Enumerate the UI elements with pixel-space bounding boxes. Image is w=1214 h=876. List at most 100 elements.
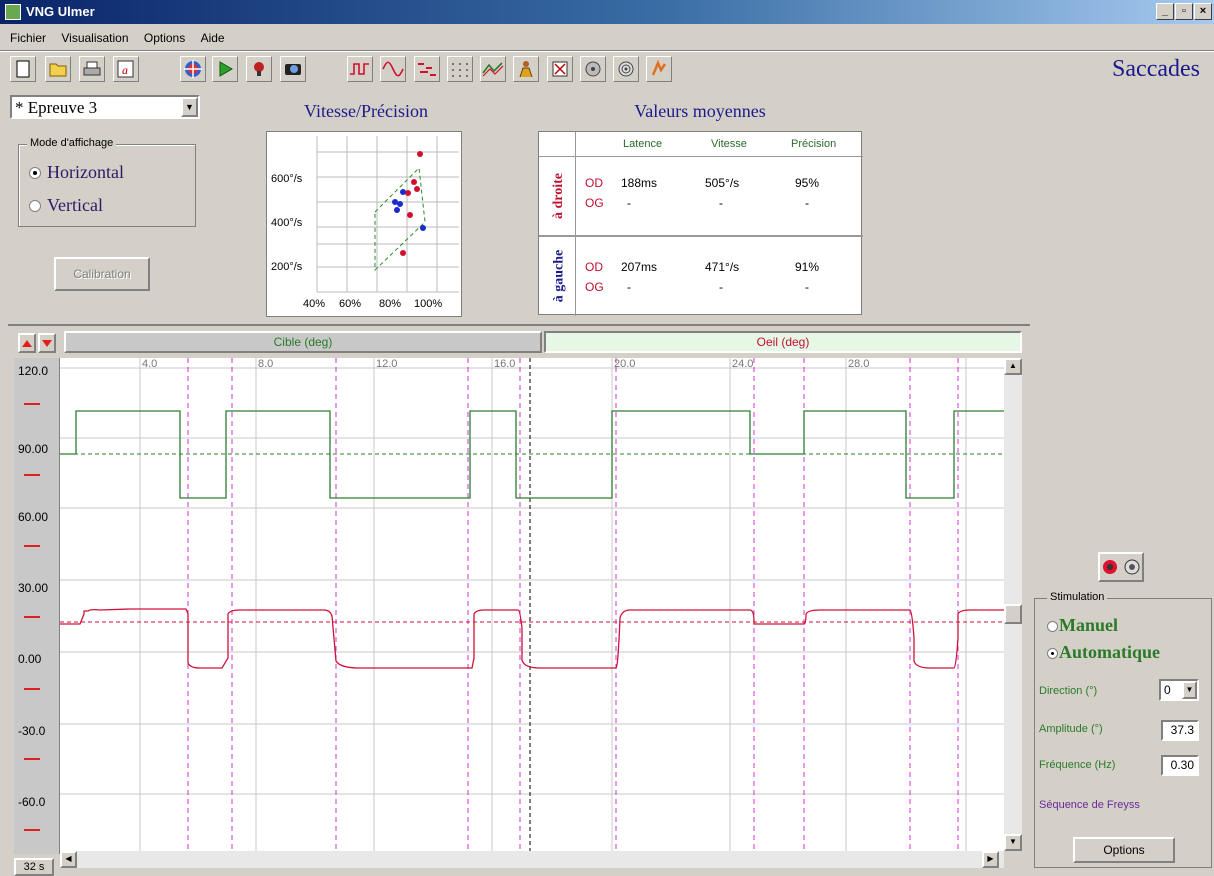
menu-fichier[interactable]: Fichier: [10, 31, 47, 45]
left-og-eye: OG: [585, 280, 604, 294]
x-tick-60: 60%: [339, 298, 362, 310]
x-tick-100: 100%: [414, 298, 443, 310]
horizontal-scrollbar[interactable]: ◀ ▶: [60, 851, 1004, 868]
random-saccade-icon[interactable]: [414, 56, 440, 82]
frequency-input[interactable]: 0.30: [1161, 755, 1199, 776]
menu-aide[interactable]: Aide: [200, 31, 225, 45]
direction-select[interactable]: 0 ▼: [1159, 679, 1199, 701]
left-od-precision: 91%: [795, 260, 820, 274]
speed-precision-title: Vitesse/Précision: [304, 101, 428, 121]
scroll-thumb[interactable]: [1004, 604, 1022, 624]
square-wave-icon[interactable]: [347, 56, 373, 82]
scroll-left-icon[interactable]: ◀: [60, 851, 77, 868]
left-eye-icon[interactable]: [1124, 559, 1140, 575]
scroll-down-icon[interactable]: ▼: [1004, 834, 1022, 851]
x-label-8: 8.0: [258, 358, 274, 370]
camera-icon[interactable]: [280, 56, 306, 82]
play-icon[interactable]: [212, 56, 238, 82]
window-title: VNG Ulmer: [26, 4, 95, 19]
test-select[interactable]: * Epreuve 3 ▼: [10, 95, 200, 119]
radio-manual[interactable]: [1047, 621, 1058, 632]
svg-text:a: a: [122, 63, 128, 77]
direction-label: Direction (°): [1039, 685, 1098, 697]
scroll-up-icon[interactable]: ▲: [1004, 358, 1022, 375]
display-mode-group: Mode d'affichage Horizontal Vertical: [18, 137, 196, 227]
scroll-right-icon[interactable]: ▶: [982, 851, 999, 868]
left-og-latence: -: [627, 280, 631, 294]
radio-vertical[interactable]: [29, 200, 41, 212]
amplitude-input[interactable]: 37.3: [1161, 720, 1199, 741]
left-od-eye: OD: [585, 260, 603, 274]
x-tick-80: 80%: [379, 298, 402, 310]
vertical-scrollbar[interactable]: ▲ ▼: [1004, 358, 1022, 851]
new-file-icon[interactable]: [10, 56, 36, 82]
tab-target[interactable]: Cible (deg): [64, 331, 542, 353]
dots-icon[interactable]: [447, 56, 473, 82]
right-od-latence: 188ms: [621, 176, 658, 190]
scale-up-button[interactable]: [18, 333, 36, 353]
x-tick-40: 40%: [303, 298, 326, 310]
close-button[interactable]: ×: [1194, 3, 1212, 20]
radio-horizontal-label[interactable]: Horizontal: [47, 162, 124, 182]
frequency-label: Fréquence (Hz): [1039, 759, 1116, 771]
radio-automatic-label[interactable]: Automatique: [1059, 642, 1161, 662]
direction-value: 0: [1164, 683, 1171, 697]
right-og-latence: -: [627, 196, 631, 210]
page-heading: Saccades: [1112, 56, 1200, 82]
font-icon[interactable]: a: [113, 56, 139, 82]
left-og-precision: -: [805, 280, 809, 294]
print-icon[interactable]: [79, 56, 105, 82]
y-label-30: 30.00: [18, 581, 49, 595]
sine-wave-icon[interactable]: [380, 56, 406, 82]
radio-manual-label[interactable]: Manuel: [1059, 615, 1119, 635]
lamp-icon[interactable]: [246, 56, 272, 82]
y-label-60: 60.00: [18, 510, 49, 524]
right-eye-icon[interactable]: [1102, 559, 1118, 575]
open-folder-icon[interactable]: [45, 56, 71, 82]
calibration-button[interactable]: Calibration: [54, 257, 150, 291]
chevron-down-icon[interactable]: ▼: [1182, 681, 1197, 699]
y-label-120: 120.0: [18, 364, 49, 378]
x-label-20: 20.0: [614, 358, 636, 370]
col-latence: Latence: [623, 138, 663, 150]
person-icon[interactable]: [513, 56, 539, 82]
disc-icon[interactable]: [580, 56, 606, 82]
options-button[interactable]: Options: [1073, 837, 1175, 863]
mean-values-table: Latence Vitesse Précision à droite à gau…: [538, 131, 863, 316]
optokinetic-icon[interactable]: [613, 56, 639, 82]
right-og-precision: -: [805, 196, 809, 210]
y-tick-600: 600°/s: [271, 173, 303, 185]
right-og-vitesse: -: [719, 196, 723, 210]
col-precision: Précision: [791, 138, 837, 150]
y-axis: 120.0 90.00 60.00 30.00 0.00 -30.0 -60.0…: [14, 358, 60, 876]
menu-bar: Fichier Visualisation Options Aide: [0, 28, 227, 48]
menu-visualisation[interactable]: Visualisation: [61, 31, 129, 45]
y-label-minus30: -30.0: [18, 724, 46, 738]
spiral-icon[interactable]: [646, 56, 672, 82]
right-od-eye: OD: [585, 176, 603, 190]
tab-eye[interactable]: Oeil (deg): [544, 331, 1022, 353]
right-od-vitesse: 505°/s: [705, 176, 740, 190]
app-icon: [5, 4, 21, 20]
title-bar: VNG Ulmer _ ▫ ×: [0, 0, 1214, 24]
left-od-latence: 207ms: [621, 260, 658, 274]
maximize-button[interactable]: ▫: [1175, 3, 1193, 20]
menu-options[interactable]: Options: [143, 31, 186, 45]
radio-automatic[interactable]: [1047, 648, 1058, 659]
radio-horizontal[interactable]: [29, 167, 41, 179]
left-od-vitesse: 471°/s: [705, 260, 740, 274]
trace-plot: 4.0 8.0 12.0 16.0 20.0 24.0 28.0: [60, 358, 1004, 851]
y-tick-200: 200°/s: [271, 261, 303, 273]
target-icon[interactable]: [180, 56, 206, 82]
scale-down-button[interactable]: [38, 333, 56, 353]
time-window-label[interactable]: 32 s: [14, 858, 54, 876]
pursuit-icon[interactable]: [480, 56, 506, 82]
stimulation-group: Stimulation Manuel Automatique Direction…: [1034, 591, 1212, 868]
minimize-button[interactable]: _: [1156, 3, 1174, 20]
mean-values-title: Valeurs moyennes: [634, 101, 766, 121]
x-label-24: 24.0: [732, 358, 754, 370]
box-x-icon[interactable]: [547, 56, 573, 82]
radio-vertical-label[interactable]: Vertical: [47, 195, 103, 215]
test-select-value: * Epreuve 3: [15, 98, 98, 117]
chevron-down-icon[interactable]: ▼: [181, 97, 198, 117]
